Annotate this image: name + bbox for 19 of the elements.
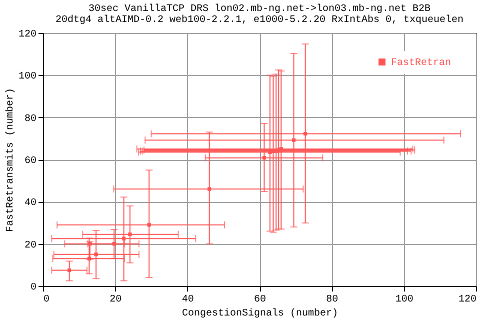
y-tick-label: 40 <box>24 198 36 210</box>
chart-subtitle: 20dtg4 altAIMD-0.2 web100-2.2.1, e1000-5.2.20 RxIntAbs 0, txqueuelen <box>55 14 464 26</box>
y-tick-label: 100 <box>18 72 36 83</box>
x-tick-label: 100 <box>395 294 414 306</box>
x-tick-label: 20 <box>110 294 122 306</box>
x-tick-label: 0 <box>44 294 50 306</box>
x-tick-label: 60 <box>254 294 266 306</box>
y-tick-label: 0 <box>30 282 36 294</box>
y-tick-label: 120 <box>18 30 36 40</box>
y-axis-title: FastRetransmits (number) <box>4 88 16 232</box>
y-tick-label: 80 <box>24 114 36 125</box>
y-tick-label: 20 <box>24 240 36 252</box>
chart-title: 30sec VanillaTCP DRS lon02.mb-ng.net->lon03.mb-ng.net B2B <box>88 3 431 15</box>
x-tick-label: 120 <box>458 294 476 306</box>
x-tick-label: 40 <box>182 294 194 306</box>
x-axis-title: CongestionSignals (number) <box>182 308 338 320</box>
legend-label: FastRetran <box>391 58 452 69</box>
y-tick-label: 60 <box>24 156 36 167</box>
x-tick-label: 80 <box>326 294 338 306</box>
